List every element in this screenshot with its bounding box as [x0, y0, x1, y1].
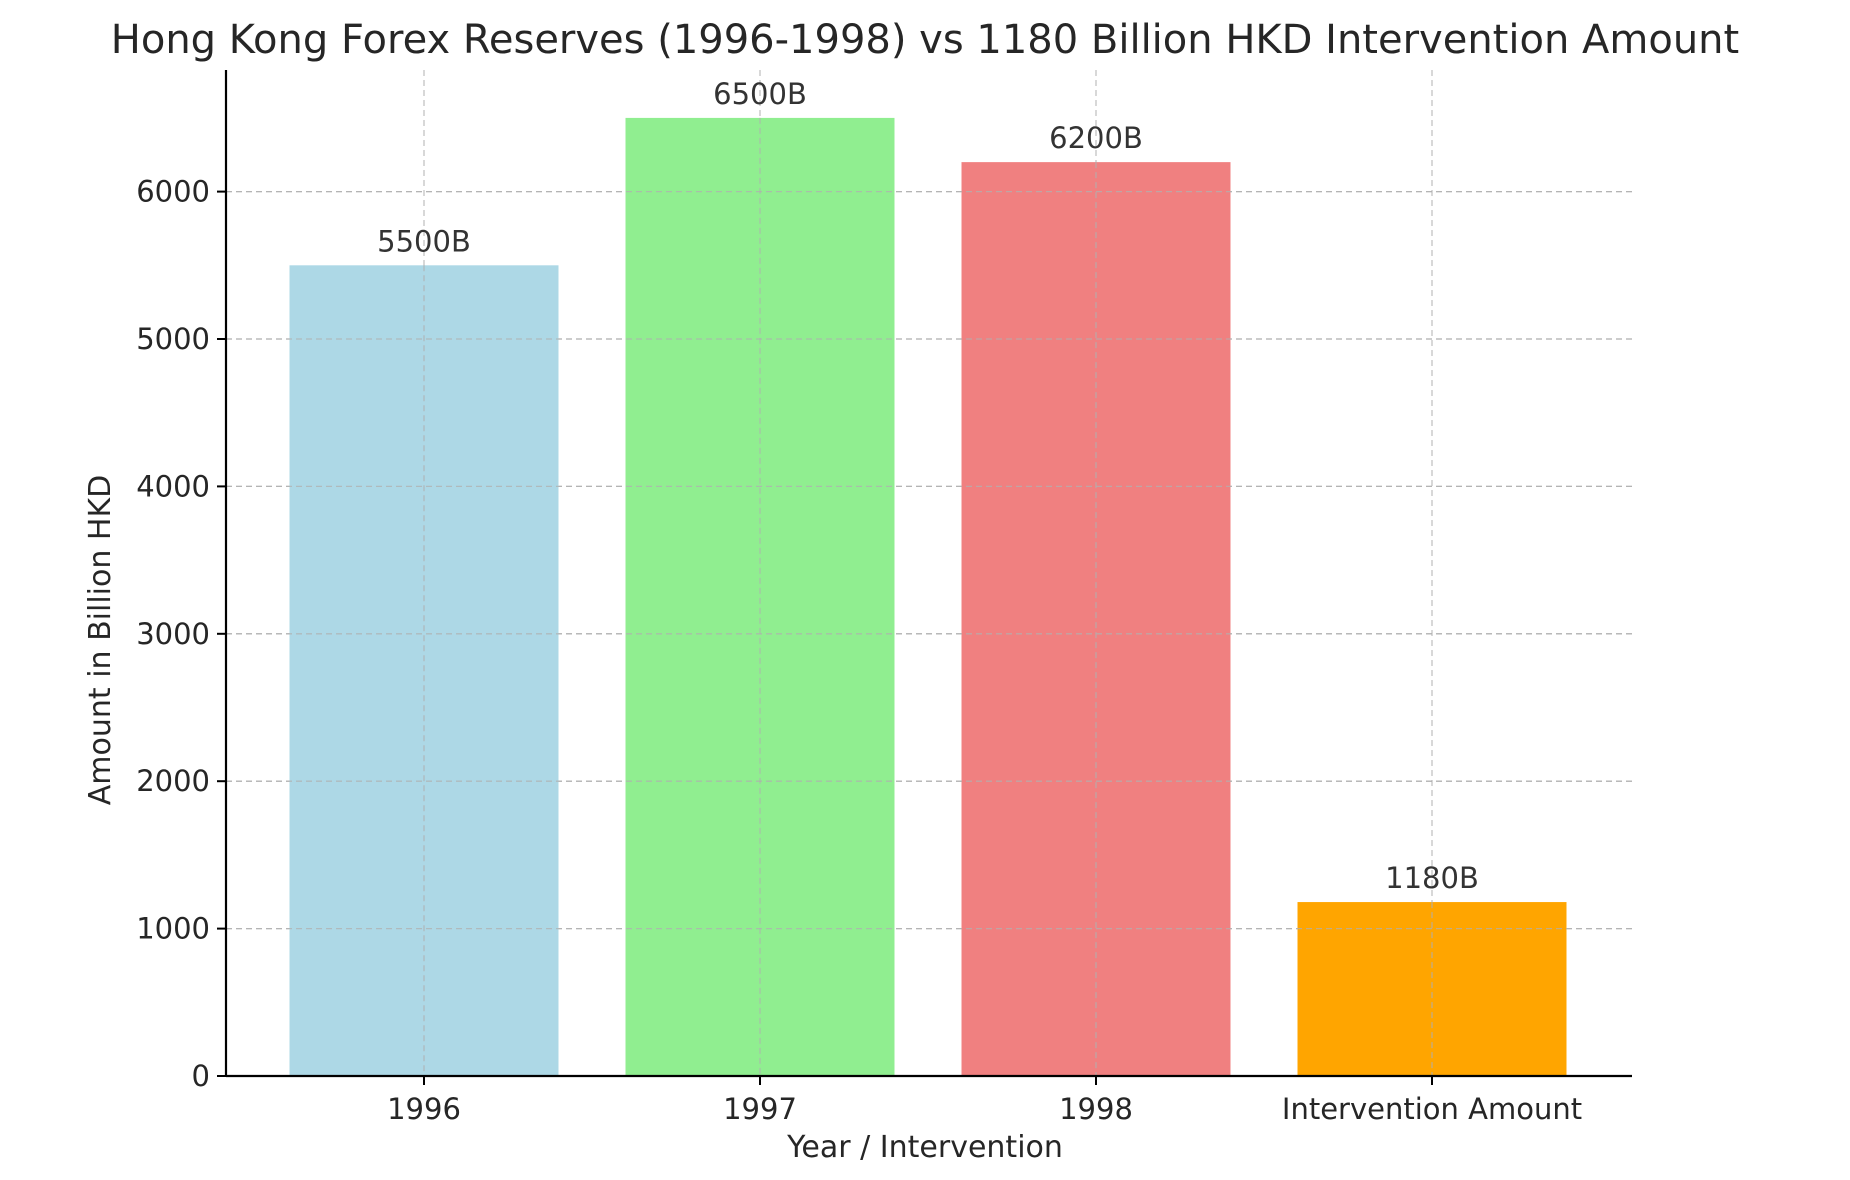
y-tick-label: 2000	[136, 764, 210, 798]
data-label: 1180B	[1385, 861, 1479, 895]
y-tick-label: 6000	[136, 175, 210, 209]
data-label: 5500B	[377, 224, 471, 258]
y-tick-label: 0	[192, 1059, 210, 1093]
x-tick-label: Intervention Amount	[1282, 1092, 1582, 1126]
y-tick-label: 5000	[136, 322, 210, 356]
data-labels: 5500B 6500B 6200B 1180B	[377, 77, 1479, 895]
x-tick-label: 1996	[387, 1092, 461, 1126]
axes: 0 1000 2000 3000 4000 5000 6000 1996 1997 1998 Int…	[136, 70, 1632, 1126]
bar-1997	[625, 117, 895, 1076]
y-tick-label: 4000	[136, 469, 210, 503]
chart-title: Hong Kong Forex Reserves (1996-1998) vs …	[111, 17, 1739, 63]
bars	[226, 117, 1632, 1077]
bar-1998	[961, 162, 1231, 1077]
data-label: 6200B	[1049, 121, 1143, 155]
y-axis-label: Amount in Billion HKD	[83, 475, 118, 805]
y-tick-label: 1000	[136, 912, 210, 946]
x-axis-label: Year / Intervention	[786, 1130, 1063, 1165]
y-tick-label: 3000	[136, 617, 210, 651]
x-tick-label: 1997	[723, 1092, 797, 1126]
x-tick-label: 1998	[1059, 1092, 1133, 1126]
data-label: 6500B	[713, 77, 807, 111]
